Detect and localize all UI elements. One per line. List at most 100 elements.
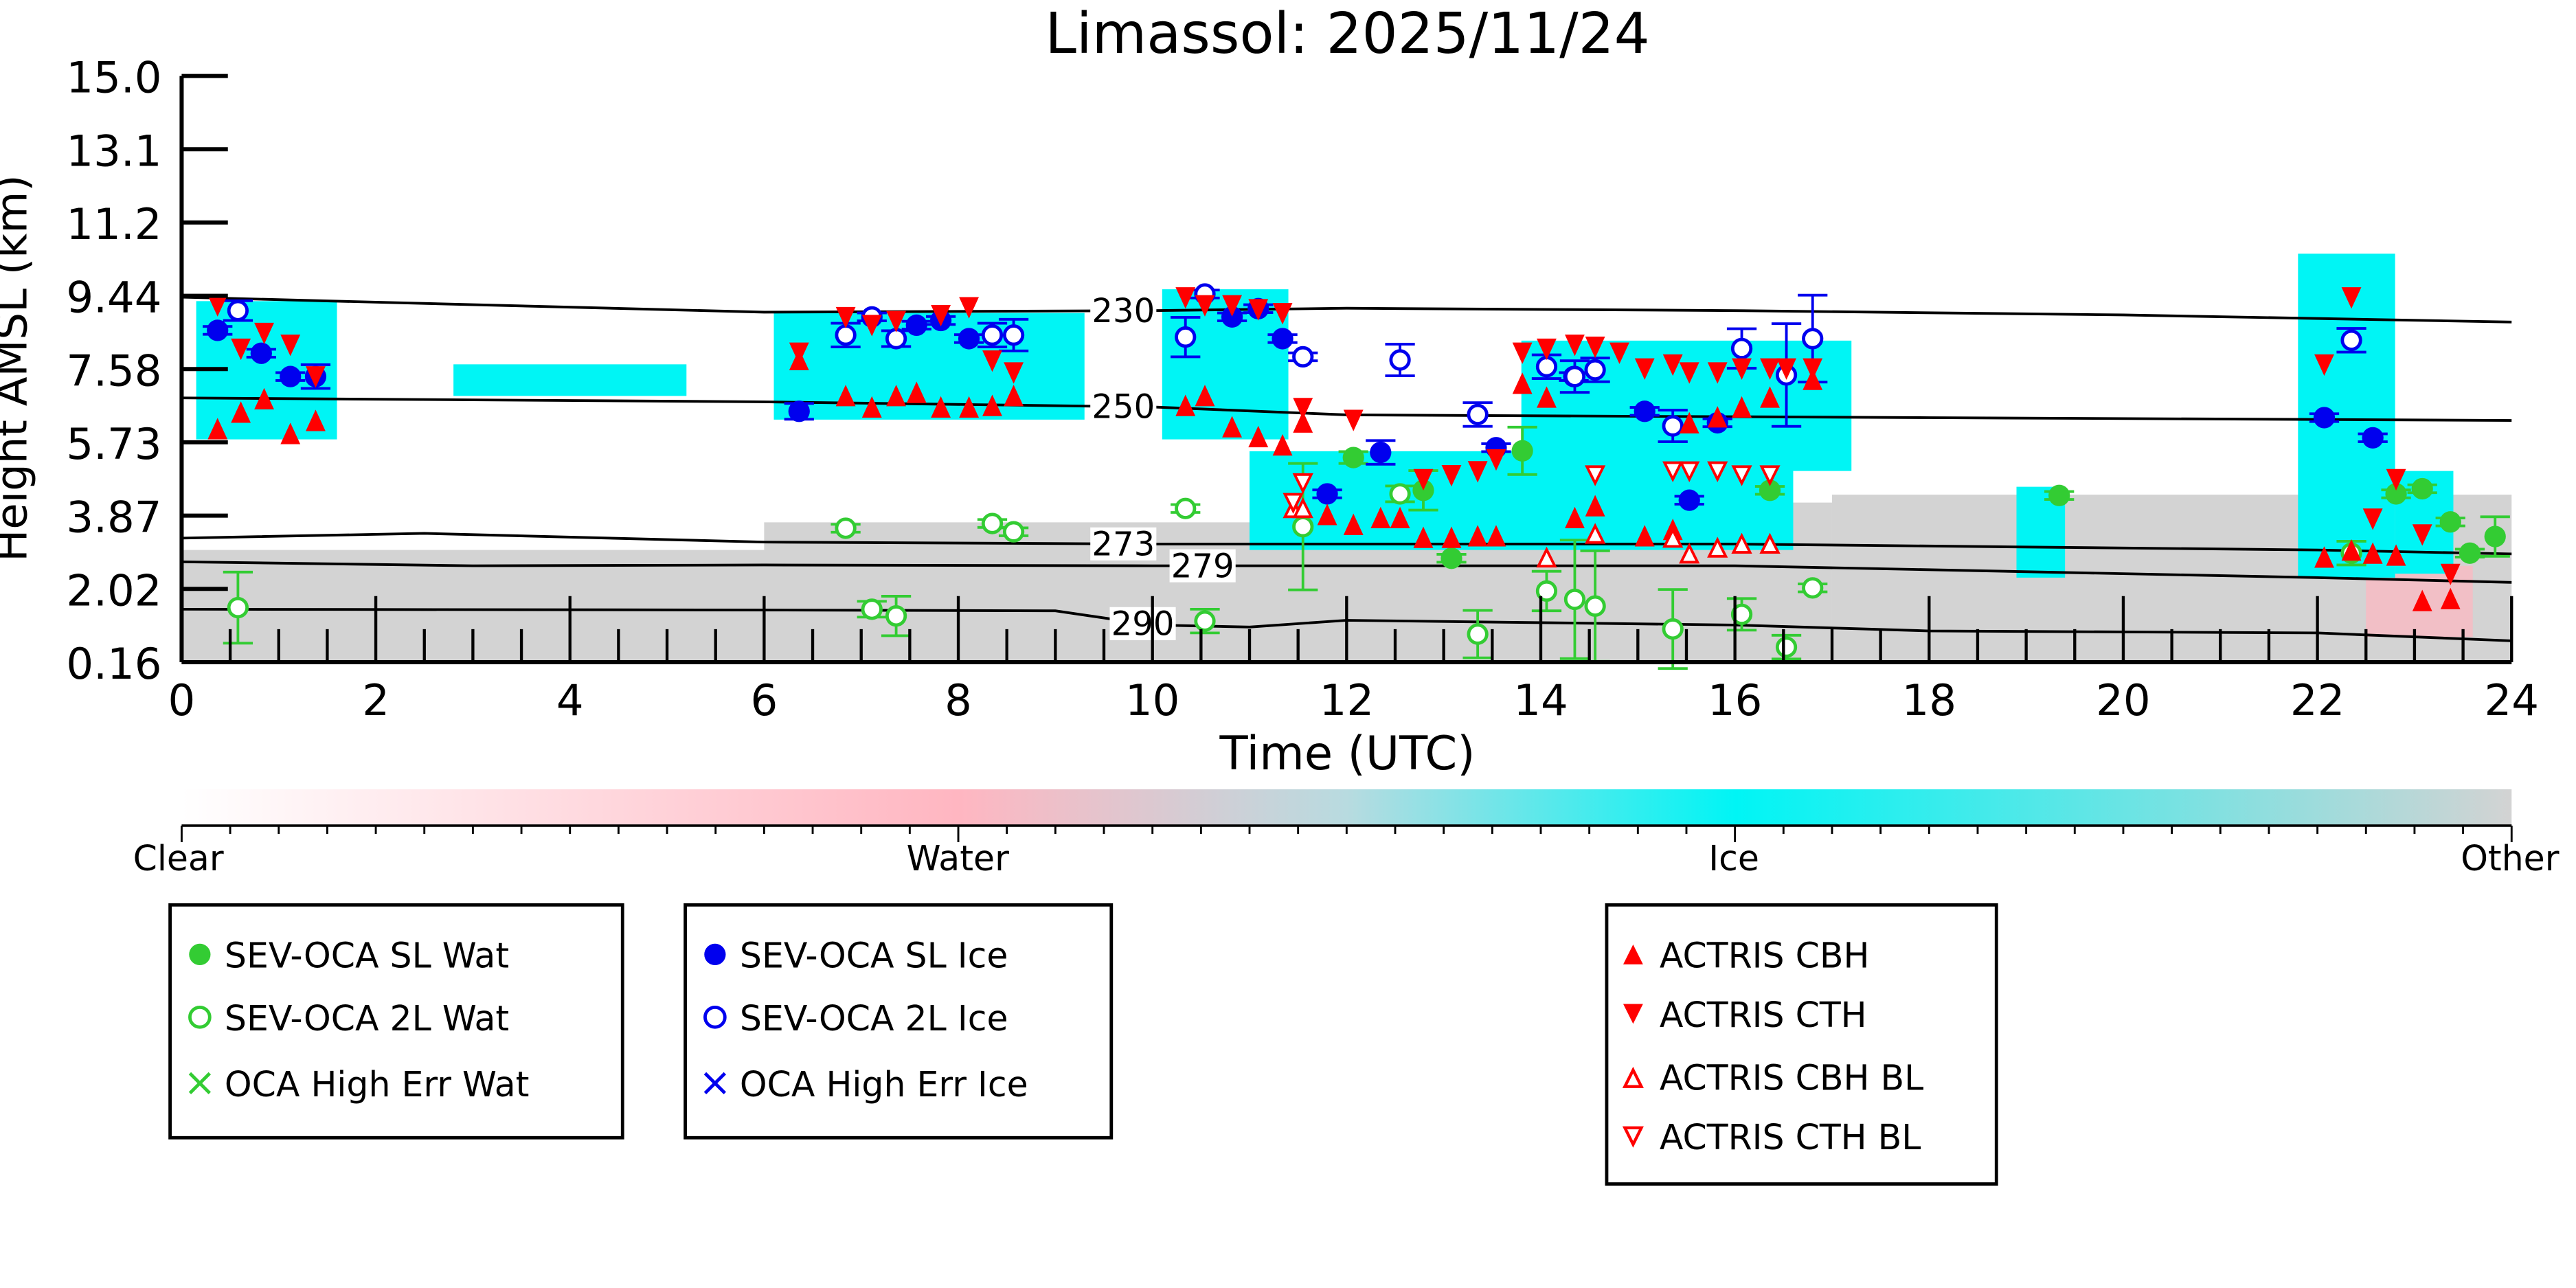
contour-line-279 bbox=[181, 560, 2512, 584]
data-point bbox=[885, 605, 907, 627]
data-point bbox=[789, 342, 809, 364]
data-point bbox=[2411, 477, 2433, 500]
x-tick-label: 0 bbox=[168, 675, 196, 725]
data-point bbox=[1609, 342, 1629, 364]
data-point bbox=[1292, 346, 1314, 368]
data-point bbox=[1002, 521, 1025, 543]
data-point bbox=[959, 396, 980, 418]
contour-label-bg bbox=[1090, 389, 1157, 423]
legend-box bbox=[683, 903, 1114, 1140]
contour-line-230 bbox=[181, 295, 2512, 324]
data-point bbox=[981, 512, 1004, 534]
x-tick-label: 6 bbox=[750, 675, 778, 725]
data-point bbox=[1662, 527, 1684, 548]
data-point bbox=[1634, 358, 1655, 380]
colorbar-label-ice: Ice bbox=[1708, 838, 1759, 879]
data-point bbox=[250, 342, 272, 364]
data-point bbox=[931, 305, 951, 327]
data-point bbox=[1272, 328, 1293, 350]
data-point bbox=[1467, 461, 1488, 483]
legend-label: SEV-OCA SL Wat bbox=[225, 936, 509, 976]
data-point bbox=[861, 598, 883, 620]
data-point bbox=[280, 335, 301, 357]
y-axis-label: Height AMSL (km) bbox=[0, 174, 36, 561]
data-point bbox=[788, 400, 810, 422]
data-point bbox=[1441, 526, 1462, 548]
temperature-contours: 230 250 273 279 290 bbox=[181, 292, 2512, 644]
data-point bbox=[1342, 447, 1364, 468]
data-point bbox=[1662, 618, 1684, 640]
data-point bbox=[254, 322, 274, 345]
data-point bbox=[861, 315, 882, 337]
data-point bbox=[1634, 525, 1655, 547]
data-point bbox=[861, 396, 882, 418]
data-point bbox=[1584, 359, 1606, 381]
data-point bbox=[2439, 511, 2461, 533]
data-point bbox=[1486, 525, 1506, 547]
data-point bbox=[2314, 354, 2334, 376]
data-point bbox=[1292, 497, 1313, 519]
data-point bbox=[959, 297, 980, 319]
x-tick-label: 4 bbox=[556, 675, 584, 725]
data-point bbox=[1730, 337, 1753, 359]
data-point bbox=[2412, 589, 2432, 611]
legend-label: OCA High Err Wat bbox=[225, 1064, 529, 1105]
data-point bbox=[2412, 524, 2432, 546]
x-tick-label: 12 bbox=[1320, 675, 1375, 725]
data-point bbox=[1585, 337, 1605, 359]
data-point bbox=[1535, 580, 1558, 602]
x-tick-label: 20 bbox=[2096, 675, 2151, 725]
contour-label-250: 250 bbox=[1092, 388, 1155, 427]
y-tick-label: 15.0 bbox=[66, 53, 161, 103]
legend-marker-open-circle bbox=[188, 1005, 212, 1029]
y-tick-label: 9.44 bbox=[66, 273, 161, 323]
y-tick-label: 13.1 bbox=[66, 126, 161, 176]
legend-marker-open-triangle-up bbox=[1622, 1066, 1644, 1088]
data-point bbox=[1537, 338, 1557, 361]
data-point bbox=[2362, 508, 2383, 530]
data-point bbox=[1662, 461, 1684, 482]
contour-line-250 bbox=[181, 396, 2512, 422]
contour-label-bg bbox=[1169, 549, 1236, 583]
legend-label: OCA High Err Ice bbox=[740, 1064, 1028, 1105]
data-point bbox=[1707, 406, 1728, 428]
legend-label: ACTRIS CBH BL bbox=[1660, 1058, 1923, 1098]
data-point bbox=[1292, 516, 1314, 538]
data-point bbox=[1175, 394, 1196, 416]
data-point bbox=[1441, 464, 1462, 487]
data-point bbox=[1537, 386, 1557, 408]
data-point bbox=[1002, 324, 1025, 346]
data-point bbox=[207, 319, 229, 341]
data-point bbox=[1707, 461, 1728, 482]
data-point bbox=[2385, 483, 2407, 505]
data-point bbox=[1730, 603, 1753, 625]
x-tick-label: 10 bbox=[1125, 675, 1180, 725]
data-point bbox=[886, 385, 907, 407]
data-point bbox=[1512, 342, 1533, 364]
data-point bbox=[227, 300, 249, 321]
data-point bbox=[1802, 328, 1824, 350]
data-point bbox=[2313, 407, 2336, 429]
data-point bbox=[1293, 398, 1313, 420]
data-point bbox=[1731, 465, 1752, 486]
data-point bbox=[2459, 542, 2481, 564]
contour-label-290: 290 bbox=[1111, 605, 1175, 644]
legend-box bbox=[1605, 903, 1998, 1186]
data-point bbox=[1535, 356, 1558, 378]
data-point bbox=[2362, 542, 2383, 564]
data-point bbox=[906, 381, 927, 403]
contour-label-bg bbox=[1090, 527, 1157, 561]
legend-marker-filled-circle bbox=[189, 943, 211, 966]
data-point bbox=[207, 295, 228, 317]
series-sev-oca-2l-wat bbox=[223, 462, 2366, 670]
data-point bbox=[1775, 636, 1798, 658]
legend-marker-x-icon bbox=[188, 1072, 211, 1095]
data-point bbox=[1563, 588, 1586, 611]
data-point bbox=[1370, 441, 1392, 464]
data-point bbox=[1679, 543, 1700, 564]
data-point bbox=[2440, 563, 2461, 585]
contour-label-273: 273 bbox=[1092, 526, 1155, 564]
y-tick-label: 3.87 bbox=[66, 493, 161, 543]
data-point bbox=[1584, 595, 1606, 617]
data-point bbox=[1759, 465, 1781, 486]
